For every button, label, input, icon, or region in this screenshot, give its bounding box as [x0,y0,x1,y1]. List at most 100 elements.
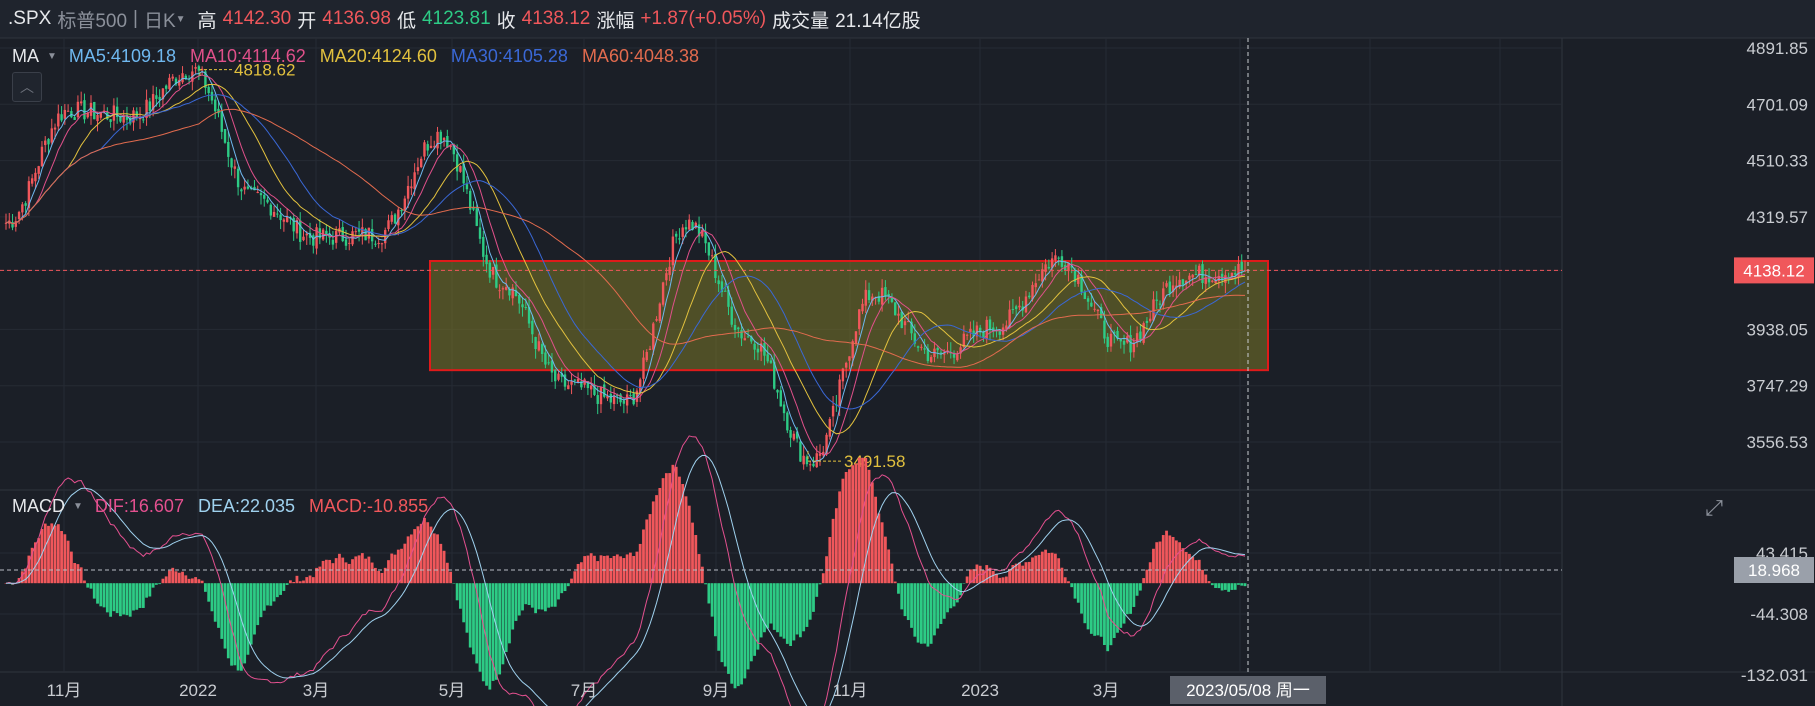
candle-body [410,186,413,189]
macd-indicator-selector[interactable]: MACD [12,496,65,516]
macd-bar [141,583,145,608]
candle-body [1080,275,1083,292]
period-selector[interactable]: 日K [143,10,176,32]
macd-bar [239,583,243,671]
macd-bar [579,562,583,584]
candle-body [910,321,913,334]
candle-body [1083,292,1087,300]
candle-body [1191,274,1194,278]
min-marker-line [807,451,842,462]
candle-body [979,327,982,333]
macd-bar [429,526,433,584]
macd-bar [354,556,358,584]
divider: | [133,8,138,29]
candle-body [746,336,750,338]
macd-bar [527,583,531,606]
candle-body [537,341,541,351]
macd-bar [1103,583,1106,646]
candle-body [439,131,442,143]
macd-bar [177,572,181,584]
macd-bar [557,583,560,600]
macd-bar [204,583,207,592]
macd-bar [972,569,976,584]
candle-body [455,154,459,172]
volume-value: 21.14亿股 [835,10,921,32]
candle-body [815,453,818,468]
candle-body [89,102,93,116]
candle-body [53,127,57,130]
candle-body [1148,318,1152,322]
macd-bar [955,583,959,603]
candle-body [220,111,223,132]
candle-body [482,236,485,257]
price-axis-tick: 3938.05 [1747,320,1808,339]
candle-body [1171,285,1175,293]
macd-bar [1207,581,1211,584]
candle-body [1024,296,1028,313]
candle-body [1217,275,1221,281]
candle-body [397,209,400,226]
candle-body [204,71,207,88]
candle-body [841,368,845,382]
index-name: 标普500 [57,10,128,32]
candle-body [920,346,923,348]
macd-bar [691,522,694,584]
macd-bar [831,518,835,584]
price-axis-tick: 4891.85 [1747,39,1808,58]
candle-body [285,216,289,222]
collapse-button[interactable]: ︿ [12,72,42,102]
candle-body [867,290,871,301]
candle-body [1008,309,1011,328]
candle-body [972,330,975,337]
candle-body [96,114,99,122]
macd-bar [655,495,658,584]
candle-body [714,254,717,279]
ma-indicator-selector[interactable]: MA [12,46,39,66]
ma10-value: MA10:4114.62 [189,46,306,66]
expand-icon[interactable]: ⤢ [1705,495,1723,520]
candle-body [400,209,403,212]
macd-bar [883,536,887,584]
candle-body [740,329,743,339]
candle-body [766,354,769,362]
candle-body [331,239,335,245]
candle-body [665,273,668,281]
macd-bar [305,577,309,584]
macd-bar [517,583,521,616]
macd-bar [220,583,224,639]
macd-bar [664,473,668,584]
candle-body [799,441,802,462]
macd-bar [501,583,505,665]
macd-bar [959,583,962,596]
candle-body [125,114,129,120]
candle-body [357,228,361,232]
macd-bar [226,583,230,659]
macd-bar [802,583,806,632]
macd-bar [540,583,544,610]
macd-bar [324,559,328,584]
macd-bar [112,583,116,612]
candle-body [710,255,714,257]
macd-bar [936,583,940,629]
candle-body [1201,264,1204,284]
candle-body [897,313,900,316]
candle-body [426,144,429,151]
macd-bar [338,553,341,584]
macd-bar [1001,577,1005,584]
candle-body [1113,331,1116,334]
candle-body [818,453,822,456]
macd-bar [292,582,296,584]
macd-bar [678,476,681,584]
candle-body [786,412,789,431]
macd-bar [700,566,704,584]
candle-body [344,239,348,246]
chevron-down-icon[interactable]: ▼ [47,51,57,62]
macd-bar [1138,583,1142,591]
candle-body [639,379,642,394]
chevron-down-icon[interactable]: ▼ [175,13,186,25]
macd-bar [743,583,747,679]
chevron-down-icon[interactable]: ▼ [73,501,83,512]
macd-bar [812,583,815,612]
macd-bar [661,478,665,584]
